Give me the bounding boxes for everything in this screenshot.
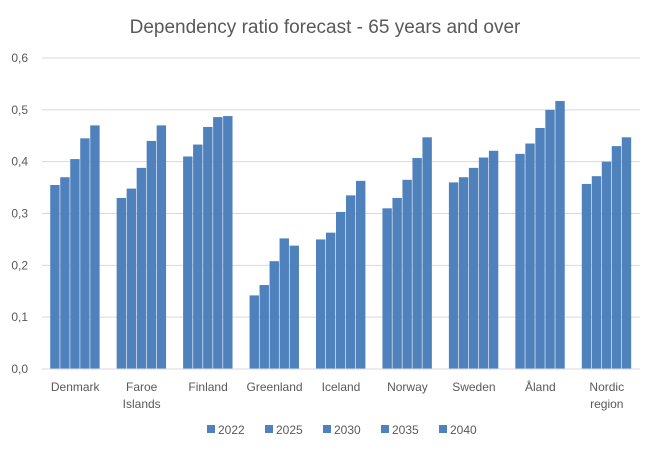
- x-axis-category-labels: Denmark Faroe Islands Finland Greenland Icela…: [51, 379, 624, 411]
- bar-2022: [515, 153, 525, 369]
- bar-2030: [269, 261, 279, 369]
- legend-swatch: [439, 425, 447, 433]
- x-category-label: Nordic: [589, 380, 624, 394]
- bar-2035: [346, 195, 356, 369]
- legend-label: 2035: [392, 423, 419, 437]
- bar-2022: [50, 184, 60, 369]
- y-tick-label: 0,5: [11, 103, 28, 117]
- bar-2040: [356, 180, 366, 369]
- bar-2035: [611, 146, 622, 369]
- y-tick-label: 0,1: [11, 310, 28, 324]
- bar-2040: [156, 125, 167, 369]
- x-category-label: region: [590, 397, 623, 411]
- y-tick-label: 0,3: [11, 207, 28, 221]
- legend-swatch: [323, 425, 331, 433]
- legend-swatch: [381, 425, 389, 433]
- bar-2035: [279, 238, 289, 369]
- bar-2035: [213, 117, 223, 369]
- bar-2025: [591, 176, 602, 369]
- x-category-label: Denmark: [51, 380, 101, 394]
- y-tick-label: 0,2: [11, 258, 28, 272]
- bar-2030: [136, 167, 147, 369]
- legend-item: 2040: [439, 423, 477, 437]
- legend-swatch: [207, 425, 215, 433]
- bar-2035: [80, 138, 90, 369]
- legend-label: 2040: [450, 423, 477, 437]
- bar-2030: [402, 179, 412, 369]
- x-category-label: Greenland: [247, 380, 303, 394]
- bar-2035: [146, 140, 157, 369]
- legend-label: 2030: [334, 423, 361, 437]
- bar-2022: [116, 197, 127, 369]
- bar-2022: [316, 239, 326, 369]
- bar-2040: [621, 137, 632, 369]
- bar-2040: [422, 137, 432, 369]
- bar-2025: [193, 144, 203, 369]
- x-category-label: Islands: [123, 397, 161, 411]
- bar-2030: [70, 159, 80, 369]
- bar-2040: [488, 150, 499, 369]
- legend-item: 2030: [323, 423, 361, 437]
- bar-2030: [535, 127, 545, 369]
- legend-item: 2022: [207, 423, 245, 437]
- y-tick-label: 0,6: [11, 51, 28, 65]
- bar-2022: [581, 183, 592, 369]
- bar-2030: [336, 211, 346, 369]
- x-category-label: Sweden: [452, 380, 495, 394]
- bar-2030: [468, 167, 479, 369]
- bar-2035: [412, 158, 422, 369]
- bar-2022: [249, 295, 259, 369]
- bars: [50, 101, 632, 370]
- bar-2030: [203, 126, 213, 370]
- bar-2035: [478, 157, 489, 369]
- bar-2040: [223, 116, 233, 369]
- x-category-label: Åland: [525, 379, 556, 394]
- legend-swatch: [265, 425, 273, 433]
- legend-label: 2022: [218, 423, 245, 437]
- chart-title: Dependency ratio forecast - 65 years and…: [130, 17, 521, 38]
- bar-2040: [289, 245, 299, 369]
- x-category-label: Iceland: [322, 380, 361, 394]
- bar-2035: [545, 109, 555, 369]
- x-category-label: Finland: [188, 380, 227, 394]
- legend-label: 2025: [276, 423, 303, 437]
- bar-2025: [525, 143, 535, 369]
- bar-2025: [126, 188, 137, 369]
- bar-2022: [448, 182, 459, 369]
- bar-2025: [458, 177, 469, 369]
- bar-2025: [392, 197, 402, 369]
- x-category-label: Norway: [387, 380, 428, 394]
- bar-2022: [183, 156, 193, 369]
- y-axis-tick-labels: 0,0 0,1 0,2 0,3 0,4 0,5 0,6: [11, 51, 28, 376]
- legend-item: 2025: [265, 423, 303, 437]
- bar-2040: [555, 101, 565, 369]
- y-tick-label: 0,4: [11, 155, 28, 169]
- bar-2025: [326, 232, 336, 369]
- bar-2025: [259, 285, 269, 369]
- legend-item: 2035: [381, 423, 419, 437]
- bar-2030: [601, 161, 612, 369]
- bar-2025: [60, 177, 70, 369]
- y-tick-label: 0,0: [11, 362, 28, 376]
- bar-2040: [90, 125, 100, 369]
- x-category-label: Faroe: [126, 380, 158, 394]
- legend: 2022 2025 2030 2035 2040: [207, 423, 477, 437]
- bar-2022: [382, 208, 392, 369]
